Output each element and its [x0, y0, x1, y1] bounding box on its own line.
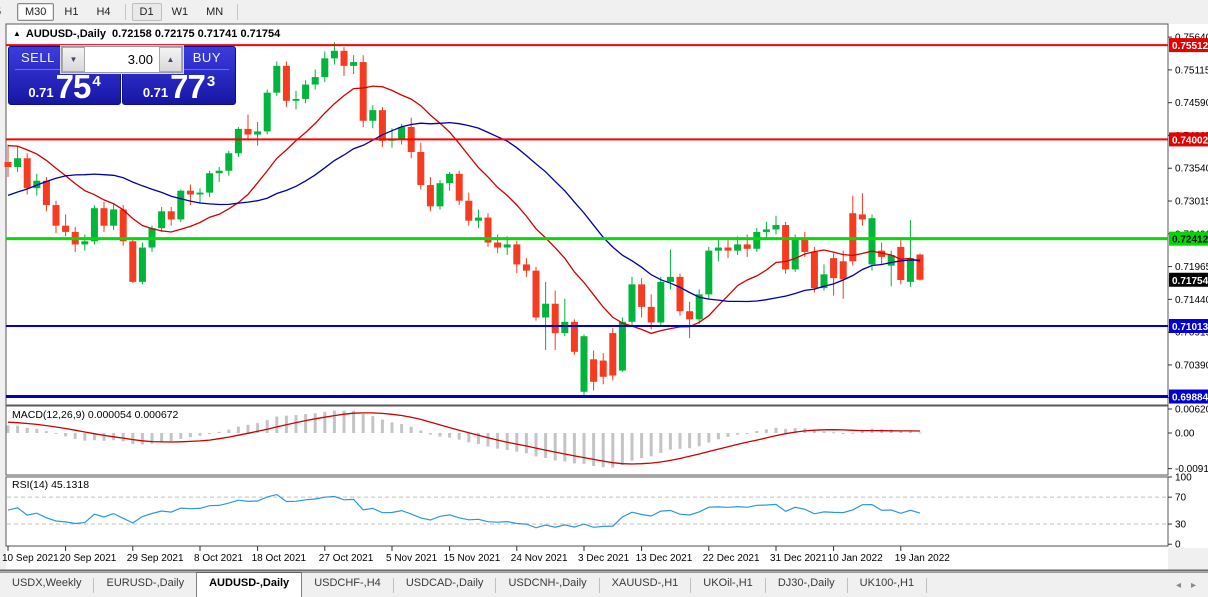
svg-text:0.70915: 0.70915 [1175, 328, 1208, 339]
toolbar-separator [124, 3, 126, 20]
svg-text:0.74002: 0.74002 [1172, 135, 1208, 146]
svg-text:0.71754: 0.71754 [1172, 276, 1208, 287]
collapse-triangle-icon[interactable]: ▲ [13, 29, 21, 38]
timeframe-button-h1[interactable]: H1 [64, 5, 79, 18]
timeframe-button-m30[interactable]: M30 [17, 2, 55, 21]
time-axis-label: 13 Dec 2021 [636, 553, 693, 564]
time-axis-label: 27 Oct 2021 [319, 553, 374, 564]
time-axis-label: 22 Dec 2021 [703, 553, 760, 564]
svg-text:100: 100 [1175, 473, 1192, 484]
svg-text:70: 70 [1175, 493, 1187, 504]
chart-tab-usdchf-h4[interactable]: USDCHF-,H4 [314, 577, 381, 589]
price-badge [1169, 319, 1208, 334]
volume-spinner: ▼ 3.00 ▲ [61, 46, 183, 73]
svg-text:30: 30 [1175, 520, 1187, 531]
price-badge [1169, 231, 1208, 246]
svg-text:0.71013: 0.71013 [1172, 322, 1208, 333]
tab-separator [598, 578, 600, 593]
sell-price: 0.71 75 4 [9, 70, 120, 103]
time-axis-label: 20 Sep 2021 [60, 553, 117, 564]
tab-scroll-right-icon[interactable]: ▸ [1190, 580, 1196, 591]
price-badge [1169, 389, 1208, 404]
time-axis-label: 15 Nov 2021 [444, 553, 501, 564]
buy-price-frac: 0.71 [142, 85, 169, 100]
one-click-trade-panel: SELL 0.71 75 4 BUY 0.71 77 3 ▼ 3.00 ▲ [8, 46, 236, 105]
time-axis-label: 18 Oct 2021 [252, 553, 307, 564]
time-axis-label: 19 Jan 2022 [895, 553, 950, 564]
svg-text:0: 0 [1175, 540, 1181, 551]
svg-text:0.73540: 0.73540 [1175, 164, 1208, 175]
time-axis-label: 24 Nov 2021 [511, 553, 568, 564]
tab-separator [846, 578, 848, 593]
tab-separator [392, 578, 394, 593]
tab-separator [495, 578, 497, 593]
tab-separator [926, 578, 928, 593]
timeframe-button-h4[interactable]: H4 [96, 5, 111, 18]
sell-price-frac: 0.71 [28, 85, 54, 100]
svg-text:0.006201: 0.006201 [1175, 405, 1208, 416]
svg-text:0.00: 0.00 [1175, 429, 1195, 440]
time-axis-label: 31 Dec 2021 [770, 553, 827, 564]
chart-tab-usdcnh-daily[interactable]: USDCNH-,Daily [508, 577, 587, 589]
volume-field[interactable]: 3.00 [85, 47, 159, 72]
sell-price-big: 75 [55, 68, 92, 105]
sell-button[interactable]: SELL [21, 50, 55, 65]
buy-button[interactable]: BUY [192, 50, 221, 65]
time-axis-label: 10 Sep 2021 [2, 553, 59, 564]
chart-tab-usdcad-daily[interactable]: USDCAD-,Daily [405, 577, 484, 589]
chart-tab-eurusd-daily[interactable]: EURUSD-,Daily [106, 577, 185, 589]
tab-separator [93, 578, 95, 593]
chart-tab-uk100-h1[interactable]: UK100-,H1 [859, 577, 915, 589]
timeframe-button-mn[interactable]: MN [206, 5, 224, 18]
time-axis-label: 10 Jan 2022 [828, 553, 883, 564]
svg-text:0.72412: 0.72412 [1172, 235, 1208, 246]
svg-text:0.71440: 0.71440 [1175, 295, 1208, 306]
chart-tab-audusd-daily[interactable]: AUDUSD-,Daily [196, 572, 303, 597]
tab-separator [764, 578, 766, 593]
svg-text:0.73015: 0.73015 [1175, 197, 1208, 208]
timeframe-toolbar: 5M30 H1 H4 D1 W1 MN [0, 0, 1208, 23]
svg-text:0.74590: 0.74590 [1175, 98, 1208, 109]
svg-text:0.69884: 0.69884 [1172, 393, 1208, 404]
chart-symbol-label: AUDUSD-,Daily [25, 28, 106, 40]
rsi-line [7, 493, 921, 529]
macd-label: MACD(12,26,9) 0.000054 0.000672 [12, 409, 179, 421]
volume-decrease-button[interactable]: ▼ [62, 47, 85, 72]
chart-tab-dj30-daily[interactable]: DJ30-,Daily [777, 577, 835, 589]
svg-text:0.75115: 0.75115 [1175, 65, 1208, 76]
price-badge [1169, 38, 1208, 53]
buy-price: 0.71 77 3 [123, 70, 235, 103]
chart-tab-xauusd-h1[interactable]: XAUUSD-,H1 [611, 577, 679, 589]
macd-signal-line [7, 412, 921, 465]
chart-tab-ukoil-h1[interactable]: UKOil-,H1 [703, 577, 753, 589]
tab-scroll-arrows: ◂ ▸ [1176, 573, 1208, 597]
time-axis-label: 5 Nov 2021 [386, 553, 438, 564]
chart-tab-bar: USDX,Weekly EURUSD-,Daily AUDUSD-,Daily USD… [0, 572, 1208, 597]
chart-title: ▲ AUDUSD-,Daily 0.72158 0.72175 0.71741 0.… [13, 28, 280, 40]
time-axis-label: 8 Oct 2021 [194, 553, 243, 564]
svg-text:0.70390: 0.70390 [1175, 360, 1208, 371]
timeframe-button-d1[interactable]: D1 [131, 2, 162, 21]
buy-price-big: 77 [170, 68, 206, 105]
price-badge [1169, 132, 1208, 147]
sell-price-sup: 4 [92, 73, 101, 90]
timeframe-button-w1[interactable]: W1 [171, 5, 189, 18]
svg-text:0.75512: 0.75512 [1172, 41, 1208, 52]
svg-text:0.71965: 0.71965 [1175, 262, 1208, 273]
price-badge [1169, 272, 1208, 287]
buy-price-sup: 3 [206, 73, 216, 90]
chart-ohlc-values: 0.72158 0.72175 0.71741 0.71754 [112, 28, 281, 40]
svg-text:-0.00919: -0.00919 [1175, 464, 1208, 475]
tab-scroll-left-icon[interactable]: ◂ [1175, 580, 1181, 591]
tab-separator [690, 578, 692, 593]
rsi-label: RSI(14) 45.1318 [12, 479, 90, 491]
toolbar-separator [237, 3, 239, 20]
time-axis-label: 3 Dec 2021 [578, 553, 630, 564]
timeframe-button-5[interactable]: 5 [0, 3, 15, 21]
chart-tab-usdx-weekly[interactable]: USDX,Weekly [12, 577, 82, 589]
volume-increase-button[interactable]: ▲ [159, 47, 182, 72]
time-axis-label: 29 Sep 2021 [127, 553, 184, 564]
